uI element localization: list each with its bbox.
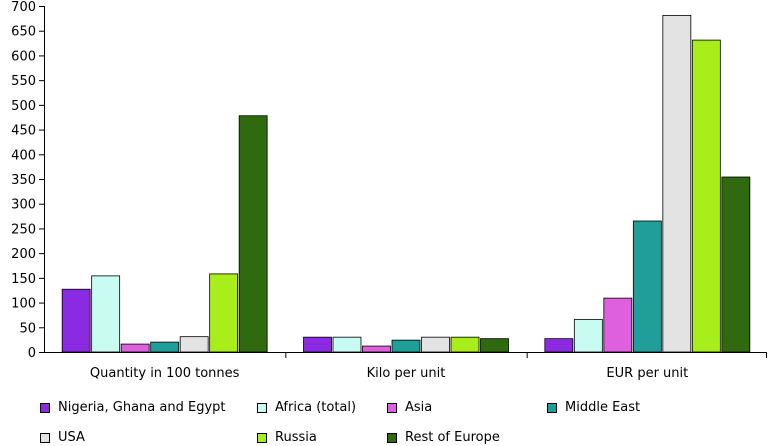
legend-item: Asia xyxy=(387,400,432,415)
legend-label: Middle East xyxy=(565,400,641,415)
y-tick-label: 600 xyxy=(11,49,36,64)
legend-label: Rest of Europe xyxy=(405,430,500,445)
legend-item: Rest of Europe xyxy=(387,430,500,445)
y-tick-label: 50 xyxy=(19,321,36,336)
y-tick-label: 650 xyxy=(11,25,36,40)
y-axis-ticks: 0 50 100 150 200 250 300 350 400 450 500 550 600 650 7… xyxy=(11,0,44,361)
legend-label: Nigeria, Ghana and Egypt xyxy=(58,400,226,415)
bar-0-2 xyxy=(120,343,150,353)
legend-label: USA xyxy=(58,430,85,445)
y-tick-label: 200 xyxy=(11,247,36,262)
bar-2-6 xyxy=(721,176,751,353)
bar-1-5 xyxy=(450,336,480,353)
legend-item: Russia xyxy=(257,430,317,445)
category-label: Kilo per unit xyxy=(367,366,446,381)
bar-1-2 xyxy=(362,345,391,353)
legend-item: Africa (total) xyxy=(257,400,356,415)
legend-swatch xyxy=(40,402,50,413)
bar-1-3 xyxy=(391,339,421,353)
legend-item: Middle East xyxy=(547,400,640,415)
bar-1-0 xyxy=(303,336,332,353)
bar-2-2 xyxy=(603,297,633,353)
y-tick-label: 150 xyxy=(11,272,36,287)
y-tick-label: 550 xyxy=(11,74,36,89)
legend: Nigeria, Ghana and Egypt Africa (total) As… xyxy=(0,396,768,446)
y-tick-label: 100 xyxy=(11,297,36,312)
legend-label: Africa (total) xyxy=(275,400,357,415)
y-tick-label: 400 xyxy=(11,148,36,163)
category-label: Quantity in 100 tonnes xyxy=(90,366,240,381)
y-tick-label: 450 xyxy=(11,124,36,139)
legend-swatch xyxy=(387,402,397,413)
bar-0-1 xyxy=(91,275,121,353)
y-tick-label: 300 xyxy=(11,198,36,213)
y-tick-label: 250 xyxy=(11,222,36,237)
bar-0-5 xyxy=(209,273,239,353)
bar-0-6 xyxy=(238,115,268,353)
bar-2-4 xyxy=(662,14,692,353)
bar-2-3 xyxy=(632,220,662,353)
bar-2-0 xyxy=(544,338,574,353)
bar-chart: 0 50 100 150 200 250 300 350 400 450 500 550 600 650 7… xyxy=(11,0,767,381)
category-labels: Quantity in 100 tonnes Kilo per unit EUR p… xyxy=(90,352,767,381)
legend-swatch xyxy=(257,432,267,443)
legend-swatch xyxy=(257,402,267,413)
y-tick-label: 500 xyxy=(11,99,36,114)
legend-label: Asia xyxy=(405,400,433,415)
bar-1-6 xyxy=(480,338,509,353)
bar-0-3 xyxy=(150,341,180,353)
legend-swatch xyxy=(387,432,397,443)
y-tick-label: 0 xyxy=(28,346,36,361)
bar-0-4 xyxy=(179,336,209,353)
category-label: EUR per unit xyxy=(606,366,688,381)
legend-item: USA xyxy=(40,430,85,445)
y-tick-label: 700 xyxy=(11,0,36,15)
legend-label: Russia xyxy=(275,430,317,445)
bar-2-5 xyxy=(691,39,721,353)
bar-2-1 xyxy=(573,318,603,353)
bar-0-0 xyxy=(61,288,91,353)
legend-swatch xyxy=(547,402,557,413)
bar-1-1 xyxy=(332,336,362,353)
legend-swatch xyxy=(40,432,50,443)
bars xyxy=(61,14,751,353)
y-tick-label: 350 xyxy=(11,173,36,188)
bar-1-4 xyxy=(421,336,450,353)
legend-item: Nigeria, Ghana and Egypt xyxy=(40,400,226,415)
